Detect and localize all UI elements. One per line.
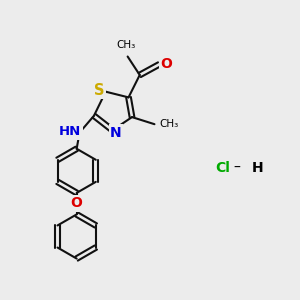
Text: CH₃: CH₃ (116, 40, 136, 50)
Text: CH₃: CH₃ (159, 119, 178, 129)
Text: O: O (160, 57, 172, 71)
Text: –: – (233, 161, 240, 175)
Text: HN: HN (59, 125, 81, 139)
Text: S: S (94, 83, 104, 98)
Text: N: N (110, 126, 122, 140)
Text: H: H (252, 161, 263, 175)
Text: O: O (71, 196, 82, 210)
Text: Cl: Cl (215, 161, 230, 175)
